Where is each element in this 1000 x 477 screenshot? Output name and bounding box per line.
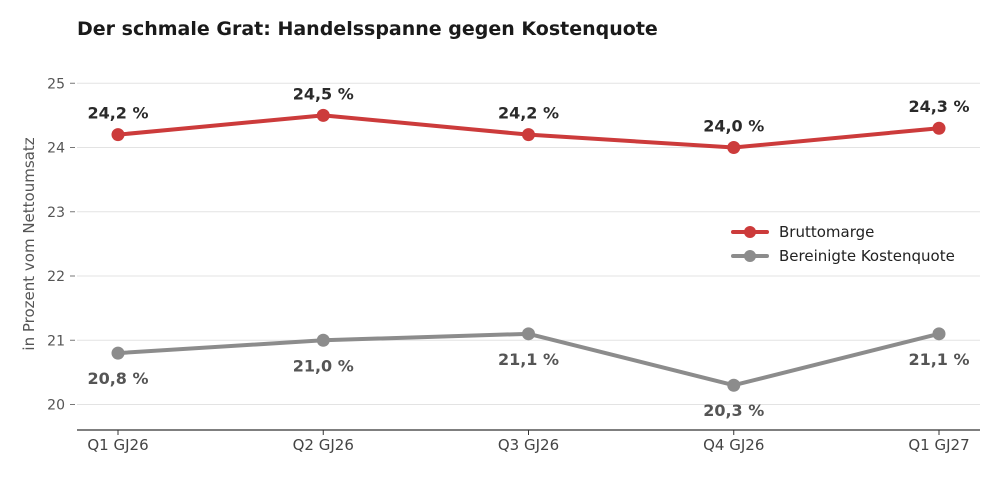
data-label: 20,8 % xyxy=(87,369,148,388)
data-point xyxy=(522,327,535,341)
data-label: 24,2 % xyxy=(87,104,148,123)
legend-label: Bereinigte Kostenquote xyxy=(779,247,955,265)
data-point xyxy=(522,128,535,142)
legend-item: Bruttomarge xyxy=(731,223,874,241)
chart-title: Der schmale Grat: Handelsspanne gegen Ko… xyxy=(77,18,658,40)
data-point xyxy=(316,108,330,122)
data-point xyxy=(111,128,125,142)
data-point xyxy=(727,141,741,154)
legend-marker xyxy=(744,250,756,262)
x-tick-label: Q4 GJ26 xyxy=(703,436,764,454)
y-tick-label: 25 xyxy=(47,76,65,92)
series-group: 24,2 % 24,5 % 24,2 % 24,0 % 24,3 % 20,8 % 21,0… xyxy=(87,84,969,420)
data-label: 21,1 % xyxy=(908,350,969,369)
data-point xyxy=(727,378,741,392)
data-point xyxy=(932,121,946,135)
y-ticks: 20 21 22 23 24 25 xyxy=(47,76,75,414)
y-tick-label: 22 xyxy=(47,269,65,285)
y-axis-label: in Prozent vom Nettoumsatz xyxy=(20,137,38,350)
x-ticks: Q1 GJ26 Q2 GJ26 Q3 GJ26 Q4 GJ26 Q1 GJ27 xyxy=(77,429,980,454)
x-tick-label: Q2 GJ26 xyxy=(293,436,354,454)
legend-marker xyxy=(744,226,756,238)
y-tick-label: 24 xyxy=(47,141,65,157)
x-tick-label: Q1 GJ26 xyxy=(87,436,148,454)
data-label: 20,3 % xyxy=(703,401,764,420)
data-label: 24,5 % xyxy=(293,84,354,103)
y-tick-label: 20 xyxy=(47,398,65,414)
grid-lines xyxy=(77,82,980,405)
data-label: 21,1 % xyxy=(498,350,559,369)
data-label: 21,0 % xyxy=(293,356,354,375)
data-label: 24,3 % xyxy=(908,97,969,116)
series-2: 20,8 % 21,0 % 21,1 % 20,3 % 21,1 % xyxy=(87,327,970,420)
series-1: 24,2 % 24,5 % 24,2 % 24,0 % 24,3 % xyxy=(87,84,970,154)
data-label: 24,0 % xyxy=(703,117,764,136)
data-point xyxy=(932,327,946,341)
x-tick-label: Q1 GJ27 xyxy=(908,436,969,454)
x-tick-label: Q3 GJ26 xyxy=(498,436,559,454)
legend: Bruttomarge Bereinigte Kostenquote xyxy=(731,223,955,265)
y-tick-label: 21 xyxy=(47,333,65,349)
y-tick-label: 23 xyxy=(47,205,65,221)
legend-item: Bereinigte Kostenquote xyxy=(731,247,955,265)
data-point xyxy=(316,333,330,347)
data-label: 24,2 % xyxy=(498,104,559,123)
data-point xyxy=(111,346,125,360)
legend-label: Bruttomarge xyxy=(779,223,874,241)
